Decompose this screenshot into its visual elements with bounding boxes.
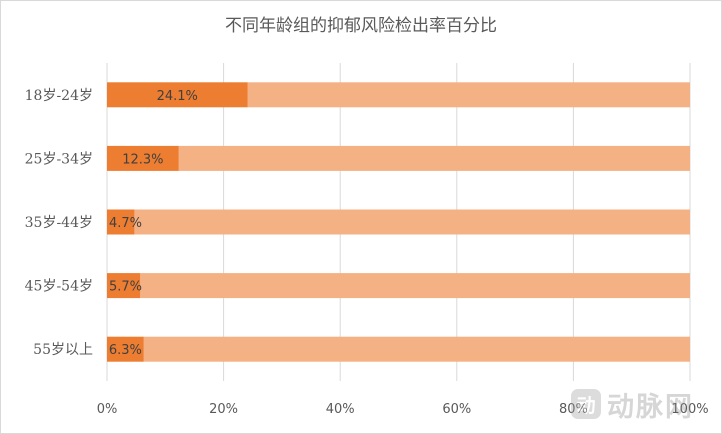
data-label: 5.7% [109,280,142,295]
y-category-label: 18岁-24岁 [25,88,93,104]
bar-remainder [134,209,690,235]
bar-remainder [178,145,691,171]
y-category-label: 55岁以上 [33,342,93,358]
bar-remainder [143,336,690,362]
bar-remainder [140,273,690,299]
watermark-text: 动脉网 [607,391,694,423]
chart-title: 不同年龄组的抑郁风险检出率百分比 [225,16,497,36]
x-tick-label: 60% [442,402,471,417]
y-category-label: 35岁-44岁 [25,215,93,231]
bar-remainder [247,82,691,108]
data-label: 4.7% [109,216,142,231]
data-label: 24.1% [157,89,198,104]
bar-value [107,82,248,108]
x-tick-label: 40% [326,402,355,417]
bar-value [107,273,141,299]
y-category-label: 45岁-54岁 [25,279,93,295]
bar-value [107,145,179,171]
x-tick-label: 100% [671,402,708,417]
y-category-label: 25岁-34岁 [25,151,93,167]
data-label: 12.3% [122,152,163,167]
x-tick-label: 80% [559,402,588,417]
data-label: 6.3% [109,343,142,358]
x-tick-label: 20% [209,402,238,417]
watermark-logo: 动 动脉网 [571,384,694,424]
bar-value [107,336,144,362]
watermark-badge: 动 [571,389,601,419]
x-tick-label: 0% [97,402,118,417]
bar-value [107,209,135,235]
